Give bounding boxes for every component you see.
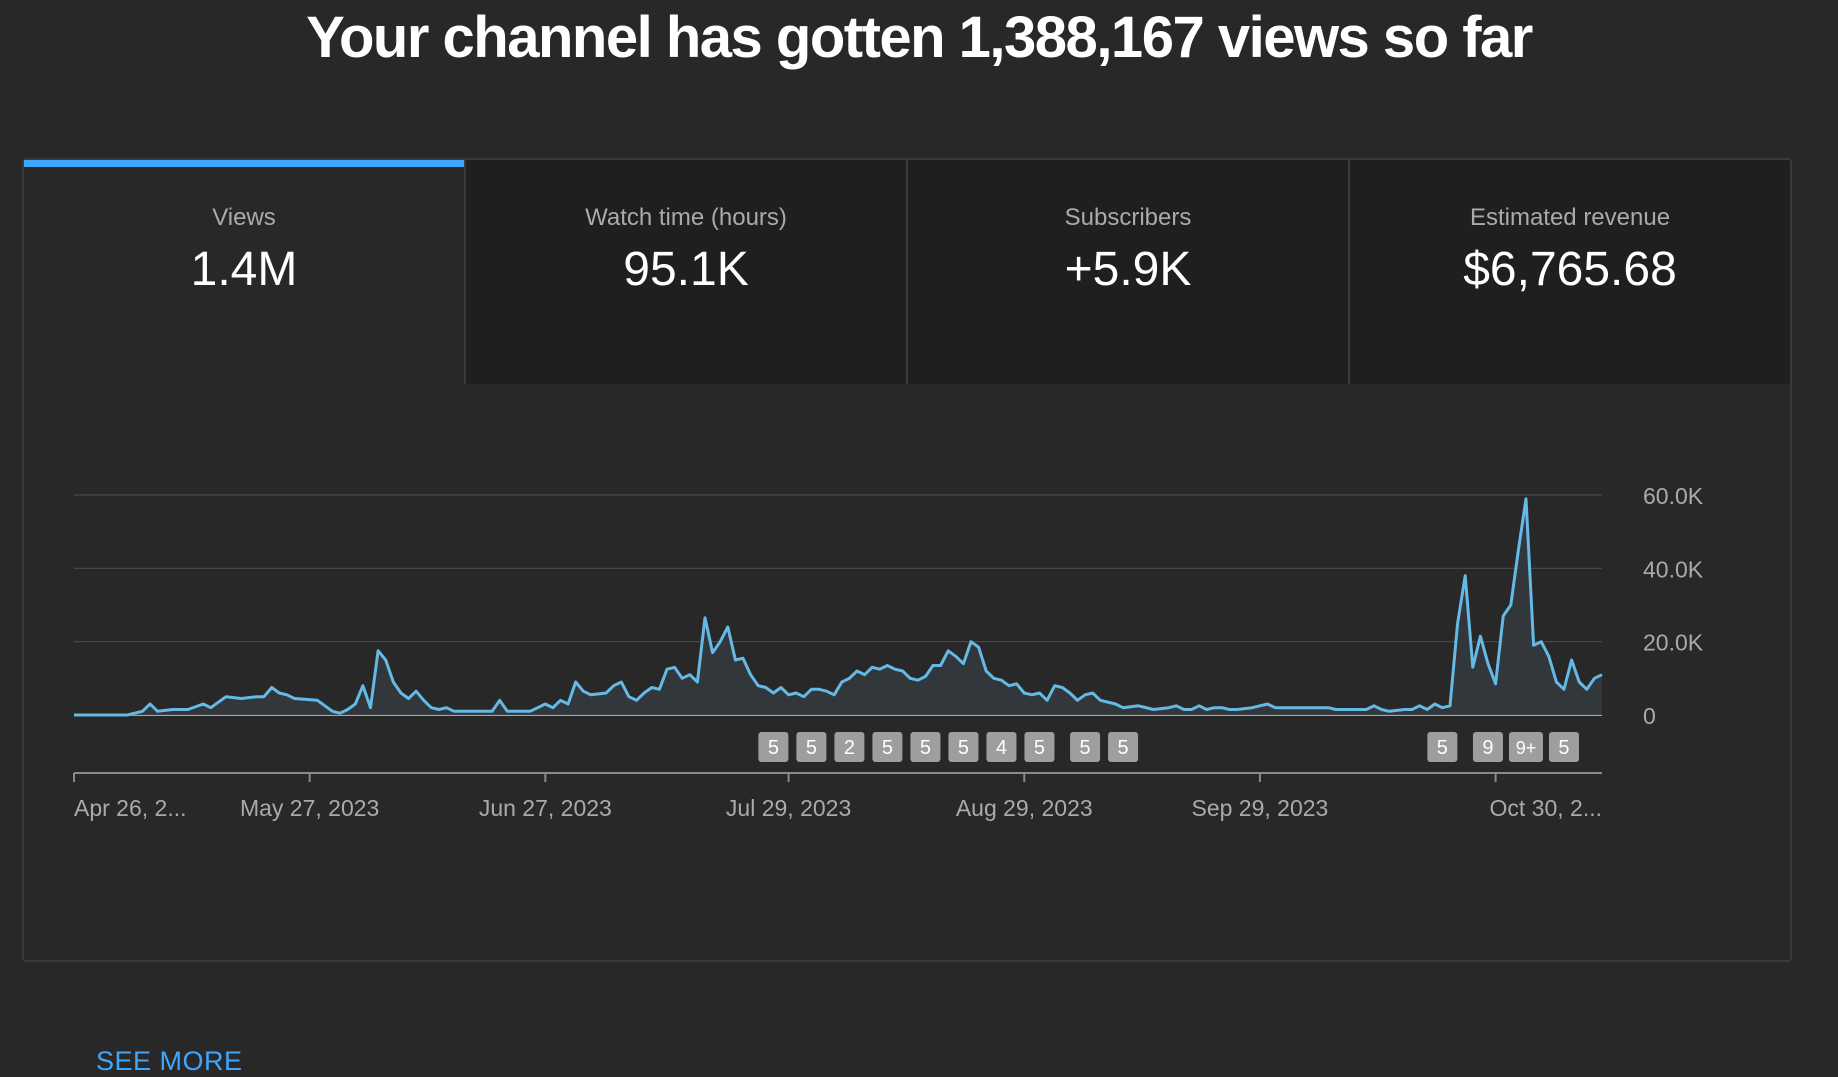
video-count-badge[interactable] (1070, 732, 1101, 762)
tab-estimated-revenue[interactable]: Estimated revenue $6,765.68 (1350, 160, 1790, 384)
video-count-label: 5 (1080, 737, 1091, 759)
video-count-label: 5 (920, 737, 931, 759)
video-count-badge[interactable] (910, 732, 941, 762)
video-count-label: 5 (1437, 737, 1448, 759)
video-count-badge[interactable] (1472, 732, 1503, 762)
tab-value: +5.9K (1064, 243, 1192, 296)
metric-tabs: Views 1.4M Watch time (hours) 95.1K Subs… (24, 160, 1790, 384)
x-tick-label: Oct 30, 2... (1490, 795, 1603, 821)
see-more-link[interactable]: SEE MORE (96, 1046, 243, 1076)
x-tick-label: Jun 27, 2023 (479, 795, 612, 821)
video-count-badge[interactable] (796, 732, 827, 762)
tab-watch-time[interactable]: Watch time (hours) 95.1K (466, 160, 908, 384)
video-count-badge[interactable] (1508, 732, 1543, 762)
tab-value: $6,765.68 (1463, 243, 1677, 296)
video-count-label: 9 (1482, 737, 1493, 759)
video-count-badge[interactable] (1548, 732, 1579, 762)
y-tick-label: 0 (1643, 703, 1656, 729)
tab-label: Estimated revenue (1469, 204, 1671, 231)
y-tick-label: 40.0K (1643, 556, 1704, 582)
x-tick-label: Sep 29, 2023 (1191, 795, 1328, 821)
video-count-label: 5 (882, 737, 893, 759)
video-count-label: 5 (768, 737, 779, 759)
x-tick-label: May 27, 2023 (240, 795, 379, 821)
views-chart[interactable]: 0 20.0K 40.0K 60.0K Apr 26, 2... May 27, 2023… (24, 160, 1790, 960)
views-line (74, 497, 1603, 717)
tab-value: 95.1K (623, 243, 749, 296)
active-tab-indicator (24, 160, 464, 167)
tab-views[interactable]: Views 1.4M (24, 160, 466, 384)
y-tick-label: 20.0K (1643, 630, 1704, 656)
video-count-badge[interactable] (948, 732, 979, 762)
tab-label: Views (212, 204, 276, 231)
video-count-badge[interactable] (758, 732, 789, 762)
video-count-badge[interactable] (834, 732, 865, 762)
video-count-badge[interactable] (872, 732, 903, 762)
tab-label: Subscribers (1064, 204, 1192, 231)
video-count-label: 5 (1118, 737, 1129, 759)
video-count-label: 5 (1034, 737, 1045, 759)
video-count-label: 5 (958, 737, 969, 759)
page-headline: Your channel has gotten 1,388,167 views … (306, 5, 1533, 70)
y-tick-label: 60.0K (1643, 483, 1704, 509)
x-tick-label: Aug 29, 2023 (956, 795, 1093, 821)
video-count-label: 5 (806, 737, 817, 759)
views-area (74, 498, 1602, 715)
video-count-badge[interactable] (1024, 732, 1055, 762)
x-tick-label: Jul 29, 2023 (726, 795, 851, 821)
x-tick-label: Apr 26, 2... (74, 795, 187, 821)
video-count-label: 5 (1558, 737, 1569, 759)
video-count-badge[interactable] (1427, 732, 1458, 762)
video-count-label: 2 (844, 737, 855, 759)
video-count-label: 9+ (1516, 738, 1537, 758)
video-count-badge[interactable] (1108, 732, 1139, 762)
video-count-label: 4 (996, 737, 1007, 759)
tab-subscribers[interactable]: Subscribers +5.9K (908, 160, 1350, 384)
tab-label: Watch time (hours) (585, 204, 787, 231)
video-count-badge[interactable] (986, 732, 1017, 762)
tab-value: 1.4M (190, 243, 298, 296)
analytics-card: Views 1.4M Watch time (hours) 95.1K Subs… (22, 158, 1792, 1076)
